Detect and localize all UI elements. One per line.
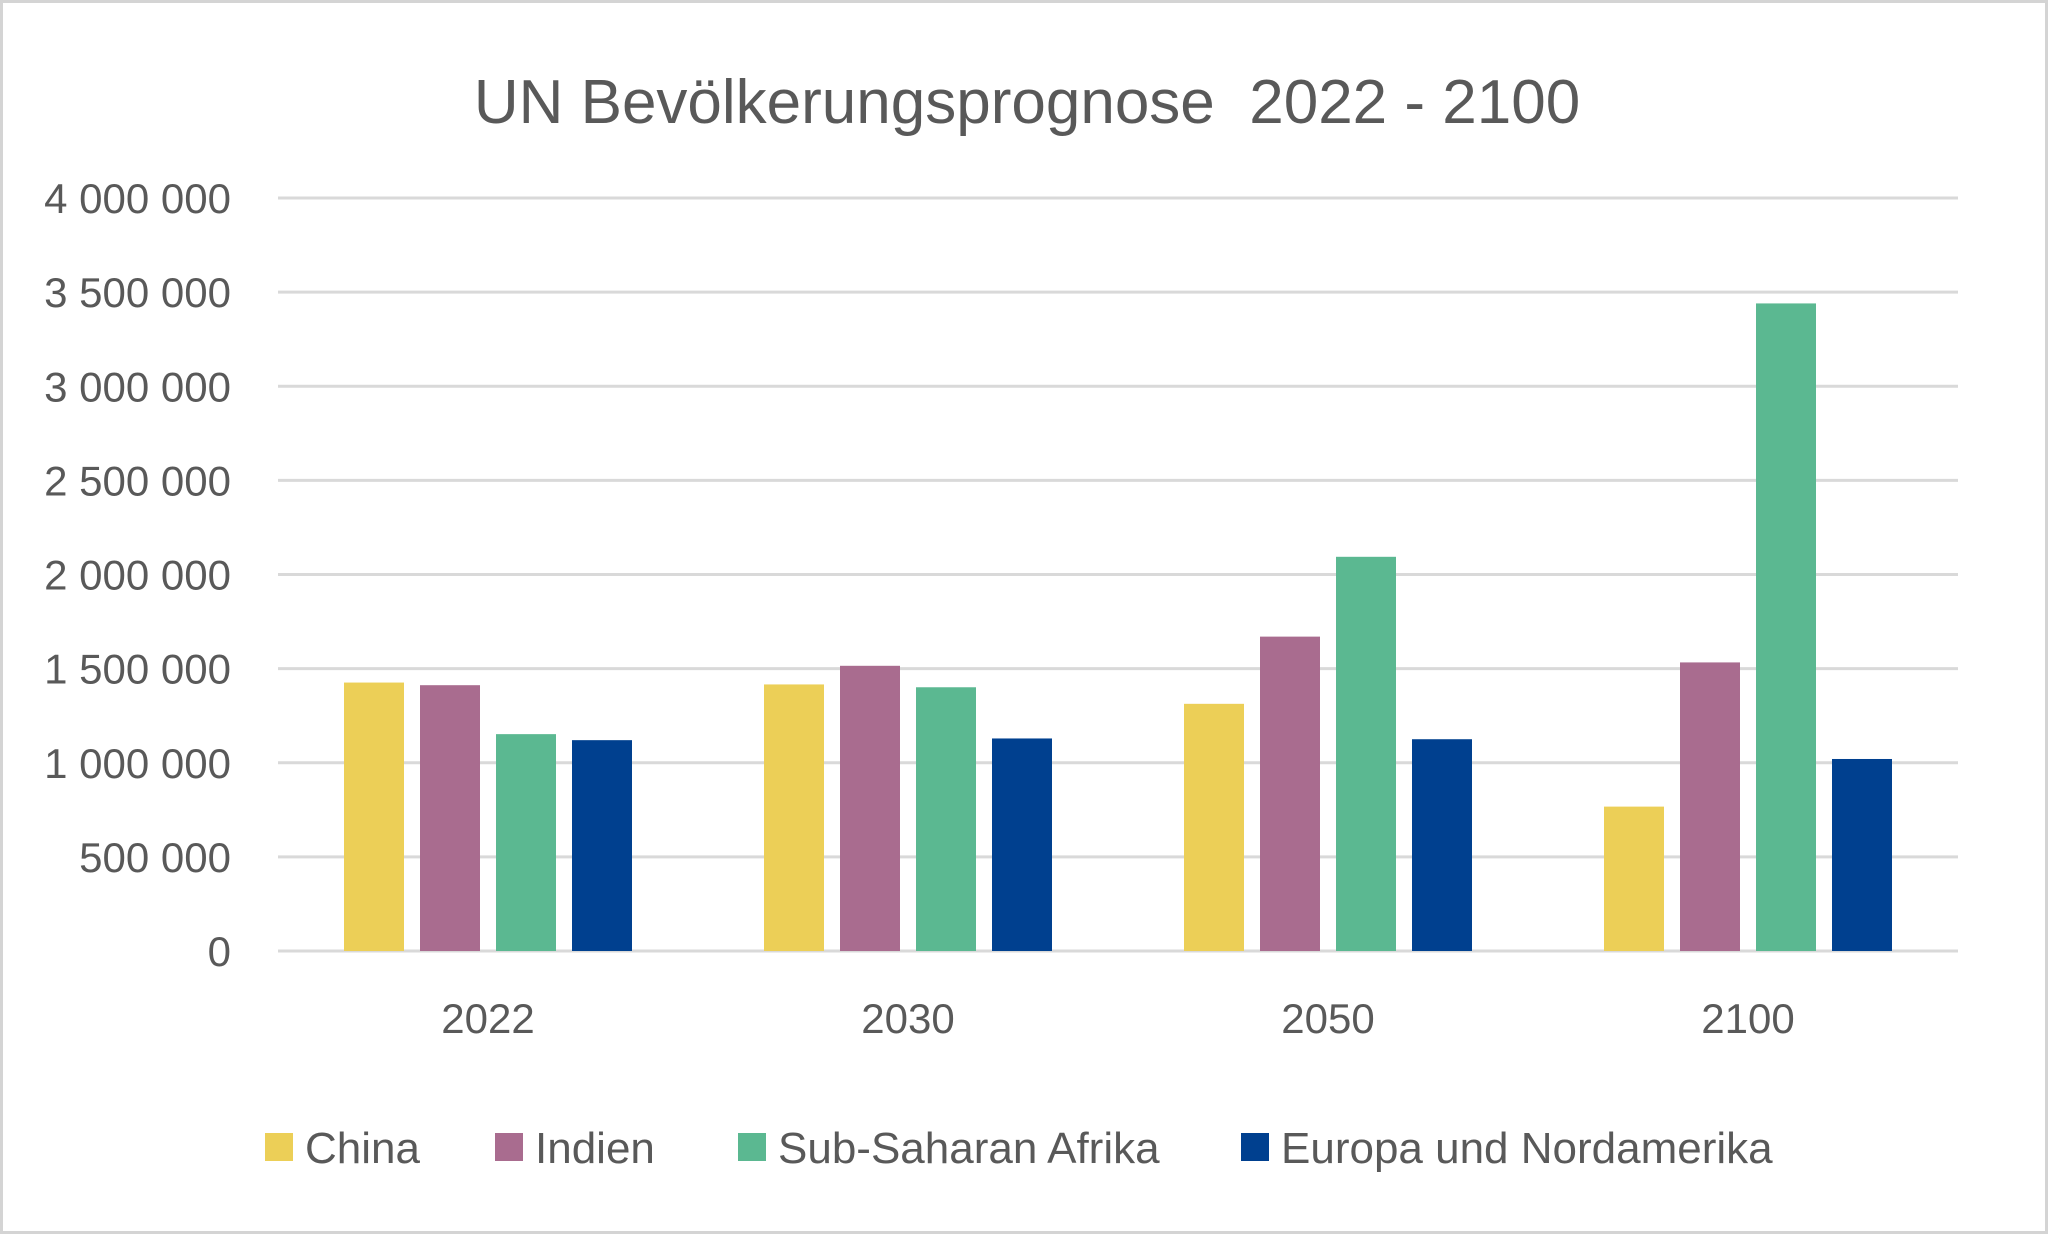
- bar-europa-und-nordamerika-2100: [1832, 758, 1892, 951]
- bar-indien-2100: [1680, 662, 1740, 951]
- bar-china-2100: [1604, 806, 1664, 951]
- bar-sub-saharan-afrika-2030: [916, 687, 976, 951]
- y-axis-tick-labels: 0 500 000 1 000 000 1 500 000 2 000 000 2 500…: [44, 175, 231, 975]
- bar-europa-und-nordamerika-2050: [1412, 739, 1472, 951]
- legend-label: Europa und Nordamerika: [1281, 1124, 1773, 1173]
- legend-item: Indien: [495, 1124, 655, 1173]
- bars: [344, 303, 1892, 951]
- legend-swatch: [738, 1133, 766, 1161]
- legend-swatch: [265, 1133, 293, 1161]
- y-tick-label: 2 000 000: [44, 552, 231, 599]
- bar-indien-2022: [420, 685, 480, 951]
- x-tick-label: 2030: [861, 995, 954, 1042]
- legend: China Indien Sub-Saharan Afrika Europa und …: [265, 1124, 1773, 1173]
- y-tick-label: 2 500 000: [44, 457, 231, 504]
- legend-label: Indien: [535, 1124, 655, 1173]
- x-tick-label: 2050: [1281, 995, 1374, 1042]
- bar-china-2030: [764, 684, 824, 951]
- legend-swatch: [1241, 1133, 1269, 1161]
- bar-china-2022: [344, 682, 404, 951]
- bar-sub-saharan-afrika-2022: [496, 734, 556, 951]
- legend-item: Europa und Nordamerika: [1241, 1124, 1773, 1173]
- chart-title: UN Bevölkerungsprognose 2022 - 2100: [474, 68, 1580, 137]
- legend-item: Sub-Saharan Afrika: [738, 1124, 1160, 1173]
- bar-chart: UN Bevölkerungsprognose 2022 - 2100 0 500…: [44, 68, 1958, 1173]
- y-tick-label: 1 500 000: [44, 646, 231, 693]
- gridlines: [278, 196, 1958, 953]
- y-tick-label: 3 000 000: [44, 363, 231, 410]
- bar-indien-2030: [840, 665, 900, 951]
- bar-sub-saharan-afrika-2100: [1756, 303, 1816, 951]
- legend-label: China: [305, 1124, 420, 1173]
- y-tick-label: 4 000 000: [44, 175, 231, 222]
- bar-china-2050: [1184, 703, 1244, 951]
- bar-sub-saharan-afrika-2050: [1336, 556, 1396, 951]
- x-tick-label: 2100: [1701, 995, 1794, 1042]
- legend-swatch: [495, 1133, 523, 1161]
- y-tick-label: 1 000 000: [44, 740, 231, 787]
- x-axis-tick-labels: 2022 2030 2050 2100: [441, 995, 1794, 1042]
- bar-europa-und-nordamerika-2022: [572, 740, 632, 951]
- legend-label: Sub-Saharan Afrika: [778, 1124, 1160, 1173]
- legend-item: China: [265, 1124, 420, 1173]
- y-tick-label: 0: [208, 928, 231, 975]
- x-tick-label: 2022: [441, 995, 534, 1042]
- bar-indien-2050: [1260, 636, 1320, 951]
- y-tick-label: 500 000: [79, 834, 231, 881]
- y-tick-label: 3 500 000: [44, 269, 231, 316]
- bar-europa-und-nordamerika-2030: [992, 738, 1052, 951]
